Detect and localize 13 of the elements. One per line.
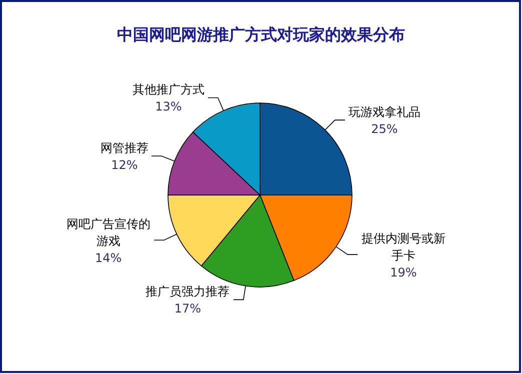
data-label: 19%	[390, 266, 417, 280]
data-label: 17%	[174, 302, 202, 316]
data-label: 13%	[155, 100, 182, 114]
slice-label: 网吧广告宣传的游戏	[66, 217, 150, 248]
slice-label: 网管推荐	[100, 140, 148, 155]
slice-label: 提供内测号或新手卡	[361, 232, 446, 263]
slice-label: 玩游戏拿礼品	[348, 105, 420, 120]
data-label: 25%	[371, 122, 398, 136]
data-label: 14%	[95, 251, 122, 266]
slice-label: 其他推广方式	[132, 82, 204, 97]
chart-title: 中国网吧网游推广方式对玩家的效果分布	[117, 25, 405, 44]
slice-label: 推广员强力推荐	[146, 284, 230, 299]
data-label: 12%	[111, 158, 138, 172]
